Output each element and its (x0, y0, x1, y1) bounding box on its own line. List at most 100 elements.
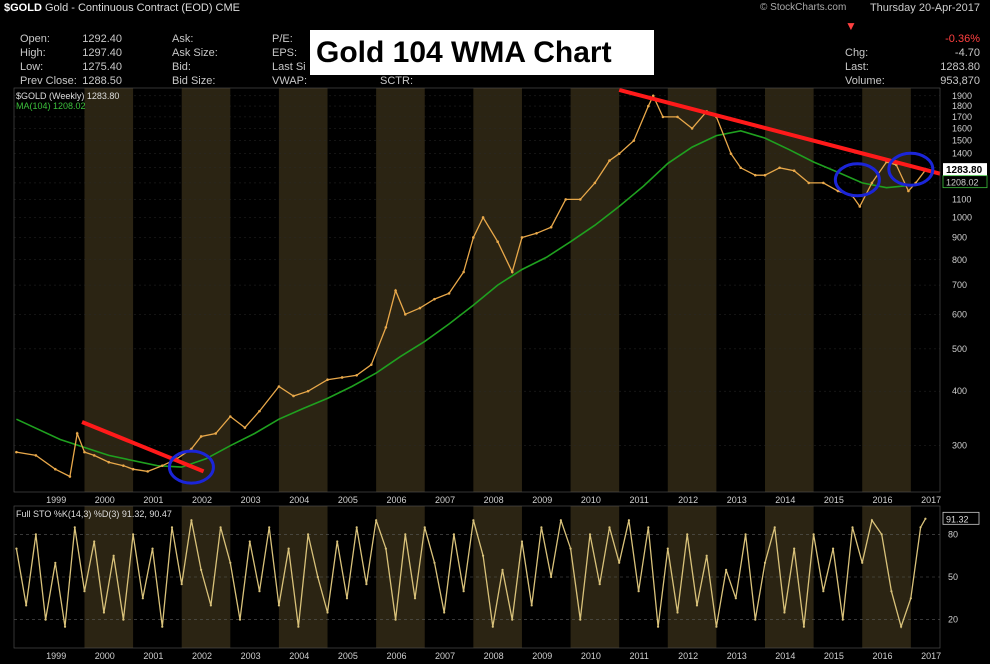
stoch-point (559, 519, 562, 522)
stoch-point (715, 625, 718, 628)
vwap-label: VWAP: (272, 75, 308, 87)
stoch-value-tag (942, 511, 980, 525)
stoch-point (394, 618, 397, 621)
x-tick-label: 2012 (678, 495, 698, 505)
x-tick-label: 2017 (921, 495, 941, 505)
price-point (394, 289, 397, 292)
price-tick-label: 1600 (952, 123, 972, 133)
watermark: © StockCharts.com (760, 2, 847, 13)
price-tick-label: 300 (952, 441, 967, 451)
price-point (75, 432, 79, 435)
stoch-point (666, 547, 669, 550)
price-point (131, 467, 135, 471)
year-bands-price (84, 88, 911, 492)
stoch-point (277, 604, 281, 607)
sctr-label: SCTR: (380, 75, 413, 87)
stoch-point (336, 540, 339, 543)
x-tick-label: 2004 (289, 651, 309, 661)
price-tick-label: 400 (952, 386, 967, 396)
stoch-point (63, 625, 67, 628)
exchange-label: CME (215, 2, 240, 14)
year-band (278, 88, 328, 492)
price-point (617, 152, 621, 156)
price-point (340, 376, 344, 379)
stoch-point (647, 526, 650, 529)
stoch-point (190, 519, 193, 522)
stoch-tick-label: 20 (948, 615, 958, 625)
price-point (763, 173, 767, 177)
price-legend: $GOLD (Weekly) 1283.80 (16, 91, 120, 101)
price-point (651, 94, 655, 98)
x-tick-label: 2017 (921, 651, 941, 661)
stoch-point (326, 611, 329, 614)
x-tick-label: 2005 (338, 651, 358, 661)
ma-value-tag (942, 175, 988, 189)
stoch-point (822, 590, 825, 593)
year-band (181, 88, 231, 492)
year-band (84, 506, 134, 648)
stoch-point (151, 547, 154, 550)
stoch-point (219, 526, 222, 529)
low-value: 1275.40 (82, 61, 122, 73)
chg-label: Chg: (845, 47, 869, 59)
stoch-value-tag-label: 91.32 (946, 514, 969, 524)
x-tick-label: 2000 (95, 651, 115, 661)
price-point (326, 378, 329, 381)
price-point (549, 225, 553, 229)
stoch-point (511, 618, 514, 621)
price-point (792, 169, 796, 172)
x-tick-label: 1999 (46, 495, 66, 505)
price-point (647, 104, 650, 108)
x-tick-label: 2010 (581, 495, 601, 505)
x-tick-label: 2013 (727, 495, 747, 505)
stoch-point (783, 611, 786, 614)
high-value: 1297.40 (82, 47, 122, 59)
price-point (83, 450, 86, 454)
stoch-panel (15, 517, 927, 629)
stoch-point (141, 597, 144, 600)
x-tick-label: 2015 (824, 495, 844, 505)
year-band (570, 506, 620, 648)
stoch-point (890, 590, 893, 593)
stoch-point (375, 519, 378, 522)
price-point (214, 432, 218, 435)
change-percent: -0.36% (945, 33, 980, 45)
stoch-point (919, 526, 922, 529)
price-point (199, 435, 203, 438)
trendline (618, 87, 941, 176)
stoch-frame (13, 505, 941, 649)
price-point (15, 450, 18, 454)
price-point (369, 363, 373, 366)
stoch-point (25, 604, 28, 607)
price-tick-label: 1500 (952, 136, 972, 146)
stoch-point (501, 568, 504, 572)
stoch-point (734, 597, 737, 600)
stoch-point (384, 547, 387, 550)
stoch-point (924, 517, 927, 520)
stoch-point (618, 561, 621, 564)
x-tick-label: 2008 (484, 495, 504, 505)
last-size-label: Last Si (272, 61, 306, 73)
stoch-point (802, 625, 805, 628)
x-tick-label: 2009 (532, 495, 552, 505)
stoch-tick-label: 50 (948, 572, 958, 582)
price-tick-label: 1900 (952, 91, 972, 101)
high-label: High: (20, 47, 46, 59)
stoch-point (705, 554, 708, 557)
x-tick-label: 2001 (143, 495, 163, 505)
price-point (292, 394, 295, 398)
down-arrow-icon: ▼ (845, 19, 857, 33)
x-tick-label: 2003 (241, 651, 261, 661)
stoch-point (102, 611, 106, 614)
price-panel (15, 87, 941, 485)
price-tick-label: 800 (952, 255, 967, 265)
price-point (907, 189, 910, 193)
x-tick-label: 2014 (775, 651, 795, 661)
price-tick-label: 500 (952, 344, 967, 354)
stoch-point (433, 561, 436, 564)
stoch-point (861, 561, 864, 564)
stoch-point (83, 590, 86, 593)
x-tick-label: 2006 (386, 651, 406, 661)
stoch-point (200, 568, 203, 572)
x-tick-label: 2005 (338, 495, 358, 505)
